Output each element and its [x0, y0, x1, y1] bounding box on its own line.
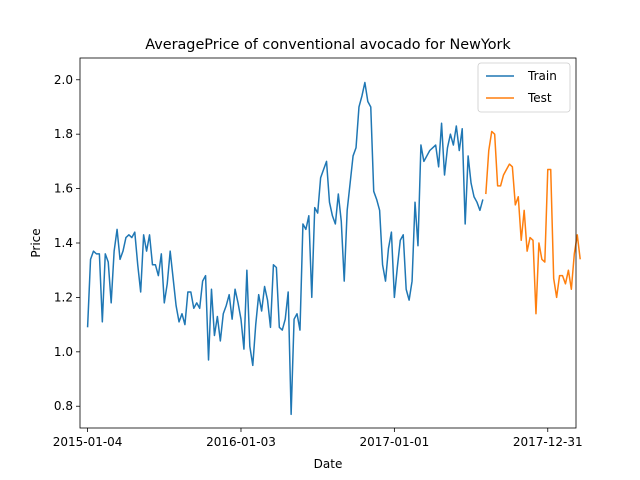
series-layer [86, 81, 581, 416]
x-tick-label: 2015-01-04 [53, 435, 123, 449]
x-tick-label: 2017-01-01 [359, 435, 429, 449]
legend-label-train: Train [527, 69, 557, 83]
x-tick-label: 2016-01-03 [206, 435, 276, 449]
series-line-train [86, 81, 484, 416]
y-tick-label: 1.6 [54, 182, 73, 196]
x-tick-label: 2017-12-31 [513, 435, 583, 449]
legend-label-test: Test [527, 91, 552, 105]
legend: Train Test [477, 62, 571, 113]
y-tick-label: 1.4 [54, 236, 73, 250]
y-tick-label: 0.8 [54, 399, 73, 413]
y-tick-label: 1.8 [54, 127, 73, 141]
y-axis-label: Price [29, 228, 43, 257]
x-axis-ticks: 2015-01-04 2016-01-03 2017-01-01 2017-12-31 [53, 428, 583, 449]
series-line-test [485, 130, 581, 315]
y-tick-label: 1.2 [54, 290, 73, 304]
chart-title: AveragePrice of conventional avocado for… [145, 37, 511, 53]
plot-area [80, 58, 576, 428]
y-axis-ticks: 0.8 1.0 1.2 1.4 1.6 1.8 2.0 [54, 73, 80, 413]
y-tick-label: 2.0 [54, 73, 73, 87]
x-axis-label: Date [314, 457, 343, 471]
y-tick-label: 1.0 [54, 345, 73, 359]
plot-background [80, 58, 576, 428]
